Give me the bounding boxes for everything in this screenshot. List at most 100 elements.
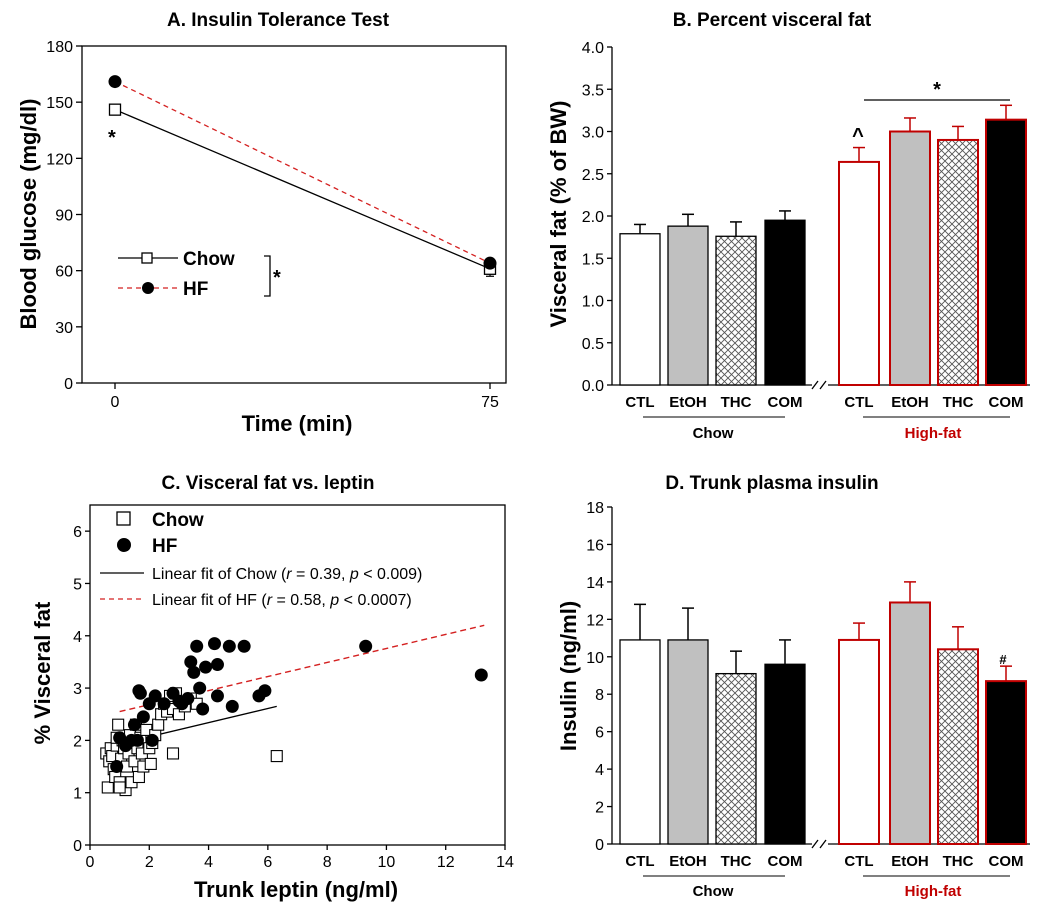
panel-b-ylabel: Visceral fat (% of BW): [546, 101, 571, 328]
panel-b-star: *: [933, 79, 941, 101]
chow-point: [152, 718, 165, 731]
bar-thc: [715, 672, 757, 845]
y-tick-label: 0.0: [582, 378, 604, 395]
panel-c-frame: [89, 504, 506, 846]
hf-point: [474, 668, 488, 682]
hf-point: [136, 710, 150, 724]
bar-ctl: [838, 638, 880, 846]
category-label: COM: [768, 853, 803, 870]
panel-c-ylabel: % Visceral fat: [30, 601, 55, 744]
hf-point: [108, 75, 122, 89]
chow-point: [101, 781, 114, 794]
bar-ctl: [619, 233, 661, 386]
y-tick-label: 8: [595, 687, 604, 704]
category-label: EtOH: [891, 853, 929, 870]
hf-point: [199, 660, 213, 674]
category-label: EtOH: [669, 853, 707, 870]
category-label: CTL: [844, 394, 873, 411]
y-tick-label: 6: [595, 725, 604, 742]
y-tick-label: 120: [46, 151, 73, 168]
chow-point: [113, 781, 126, 794]
hf-point: [222, 639, 236, 653]
bar-etoh: [889, 601, 931, 845]
hf-point: [483, 256, 497, 270]
bar-com: [985, 680, 1027, 845]
panel-c-xlabel: Trunk leptin (ng/ml): [194, 877, 398, 902]
x-tick-label: 6: [263, 854, 272, 871]
chow-point: [144, 757, 157, 770]
y-tick-label: 2.0: [582, 209, 604, 226]
y-tick-label: 18: [586, 500, 604, 517]
group-label: High-fat: [905, 883, 962, 900]
axis-break-mark: [811, 380, 827, 390]
y-tick-label: 150: [46, 95, 73, 112]
y-tick-label: 1: [73, 786, 82, 803]
y-tick-label: 3.5: [582, 82, 604, 99]
panel-a-star: *: [108, 127, 116, 149]
x-tick-label: 12: [437, 854, 455, 871]
y-tick-label: 14: [586, 575, 604, 592]
bar-thc: [937, 138, 979, 386]
chow-series-line: [114, 109, 491, 270]
hf-point: [181, 692, 195, 706]
panel-b-title: B. Percent visceral fat: [673, 10, 872, 31]
y-tick-label: 30: [55, 320, 73, 337]
legend-c-hf-marker: [117, 538, 131, 552]
y-tick-label: 3: [73, 681, 82, 698]
x-tick-label: 4: [204, 854, 213, 871]
panel-d-insulin: D. Trunk plasma insulin Insulin (ng/ml) …: [556, 473, 1030, 900]
category-label: THC: [721, 394, 752, 411]
hf-point: [132, 684, 146, 698]
y-tick-label: 0: [73, 838, 82, 855]
chow-point: [270, 750, 283, 763]
panel-d-hash: #: [999, 652, 1007, 667]
panel-c-legend: Chow HF Linear fit of Chow (r = 0.39, p …: [100, 510, 422, 609]
x-tick-label: 8: [323, 854, 332, 871]
y-tick-label: 4.0: [582, 40, 604, 57]
y-tick-label: 90: [55, 208, 73, 225]
bar-etoh: [667, 225, 709, 386]
y-tick-label: 0: [595, 837, 604, 854]
panel-c-scatter: C. Visceral fat vs. leptin % Visceral fa…: [30, 473, 514, 902]
panel-d-title: D. Trunk plasma insulin: [665, 473, 878, 494]
hf-point: [130, 733, 144, 747]
bar-thc: [715, 235, 757, 386]
group-label: Chow: [693, 883, 734, 900]
legend-chow-label: Chow: [183, 249, 235, 270]
category-label: THC: [721, 853, 752, 870]
panel-a-insulin-tolerance: A. Insulin Tolerance Test Blood glucose …: [16, 10, 507, 436]
hf-point: [196, 702, 210, 716]
y-tick-label: 2: [73, 733, 82, 750]
y-tick-label: 60: [55, 264, 73, 281]
hf-point: [127, 718, 141, 732]
hf-point: [190, 639, 204, 653]
hf-point: [225, 699, 239, 713]
legend-c-hf-fit-label: Linear fit of HF (r = 0.58, p < 0.0007): [152, 592, 412, 609]
legend-bracket: [264, 255, 271, 297]
y-tick-label: 3.0: [582, 125, 604, 142]
y-tick-label: 12: [586, 612, 604, 629]
hf-point: [145, 733, 159, 747]
panel-a-legend: Chow HF *: [118, 249, 281, 300]
panel-a-title: A. Insulin Tolerance Test: [167, 10, 390, 31]
x-tick-label: 0: [86, 854, 95, 871]
hf-point: [210, 658, 224, 672]
group-label: Chow: [693, 425, 734, 442]
y-tick-label: 0.5: [582, 336, 604, 353]
bar-ctl: [619, 639, 661, 845]
category-label: CTL: [625, 394, 654, 411]
y-tick-label: 4: [73, 629, 82, 646]
x-tick-label: 0: [111, 394, 120, 411]
legend-c-chow-label: Chow: [152, 510, 204, 531]
bar-com: [764, 219, 806, 386]
bar-com: [764, 663, 806, 845]
legend-chow-marker: [141, 252, 153, 264]
chow-point: [166, 747, 180, 760]
hf-point: [237, 639, 251, 653]
hf-series-line: [114, 80, 491, 264]
panel-a-ylabel: Blood glucose (mg/dl): [16, 99, 41, 330]
y-tick-label: 4: [595, 762, 604, 779]
y-tick-label: 6: [73, 524, 82, 541]
category-label: COM: [768, 394, 803, 411]
